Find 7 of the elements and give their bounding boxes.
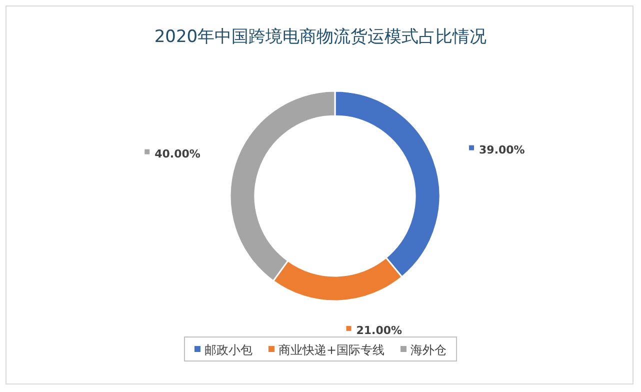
data-label: 40.00% — [154, 147, 200, 160]
legend-label: 海外仓 — [410, 343, 447, 357]
legend-label: 商业快递+国际专线 — [278, 343, 385, 357]
legend-label: 邮政小包 — [204, 343, 252, 357]
data-label: 21.00% — [356, 324, 402, 337]
chart-title: 2020年中国跨境电商物流货运模式占比情况 — [154, 27, 487, 47]
data-label: 39.00% — [479, 143, 525, 156]
